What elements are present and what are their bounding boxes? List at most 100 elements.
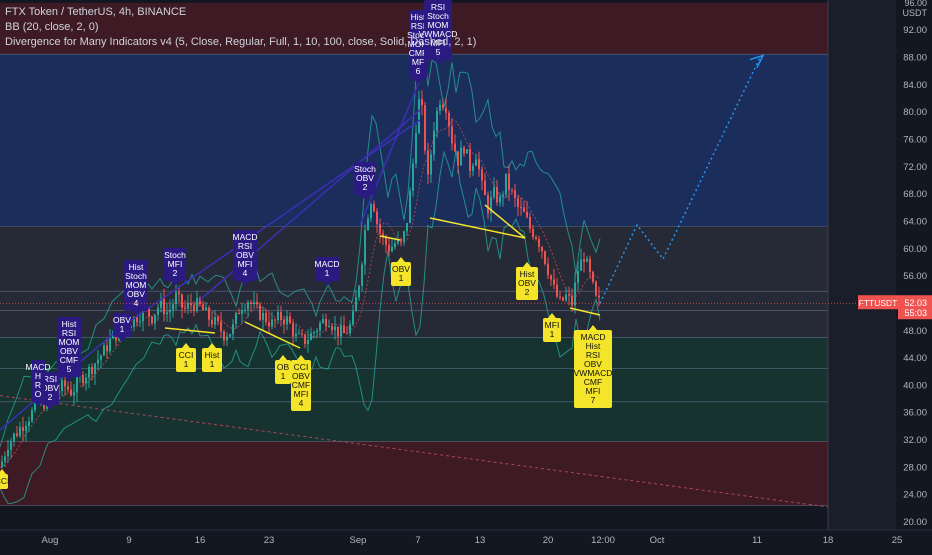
candle-body [469, 149, 471, 171]
label-text: MOM [126, 280, 147, 290]
label-pointer [65, 377, 73, 382]
label-text: RSI [431, 2, 445, 12]
label-pointer [297, 355, 305, 360]
label-text: MFI [586, 386, 601, 396]
price-axis-tick: 84.00 [903, 80, 927, 91]
candle-body [208, 307, 210, 320]
candle-body [526, 211, 528, 218]
candle-body [361, 264, 363, 286]
time-axis-label: Oct [650, 535, 665, 546]
label-text: 4 [243, 268, 248, 278]
bullish-divergence-line [379, 235, 401, 241]
price-axis-tick: 68.00 [903, 189, 927, 200]
label-box [57, 317, 81, 377]
label-text: 1 [281, 371, 286, 381]
candle-body [445, 108, 447, 113]
label-pointer [46, 405, 54, 410]
candle-body [169, 310, 171, 313]
candle-body [190, 303, 192, 306]
candle-body [181, 294, 183, 308]
last-price-value: 52.03 [904, 298, 927, 308]
candle-body [571, 295, 573, 306]
label-text: CMF [584, 377, 602, 387]
label-text: 2 [525, 287, 530, 297]
candle-body [67, 386, 69, 390]
label-box [0, 474, 8, 489]
candle-body [310, 333, 312, 340]
candle-body [283, 319, 285, 325]
label-text: CMF [409, 48, 427, 58]
label-text: Stoch [164, 250, 186, 260]
label-text: MACD [580, 332, 605, 342]
candle-body [394, 243, 396, 248]
candle-body [355, 297, 357, 312]
candle-body [544, 251, 546, 264]
price-axis-tick: 76.00 [903, 135, 927, 146]
candle-body [289, 316, 291, 324]
label-text: 4 [299, 398, 304, 408]
bb-indicator-label[interactable]: BB (20, close, 2, 0) [5, 21, 99, 33]
candle-body [271, 319, 273, 327]
bullish-divergence-label: CCI [0, 469, 9, 489]
label-text: H [35, 371, 41, 381]
candle-body [511, 190, 513, 192]
candle-body [493, 187, 495, 198]
symbol-title[interactable]: FTX Token / TetherUS, 4h, BINANCE [5, 6, 187, 18]
candle-body [535, 237, 537, 240]
label-text: Hist [205, 350, 220, 360]
label-pointer [279, 355, 287, 360]
candle-body [475, 159, 477, 166]
label-box [516, 267, 538, 300]
label-text: OBV [113, 315, 131, 325]
candle-body [247, 302, 249, 310]
candle-body [322, 318, 324, 323]
time-axis-label: Aug [42, 535, 59, 546]
candle-body [91, 366, 93, 375]
label-pointer [523, 262, 531, 267]
time-axis-label: 12:00 [591, 535, 615, 546]
time-axis-label: 9 [126, 535, 131, 546]
label-text: VWMACD [574, 368, 613, 378]
candle-body [490, 197, 492, 214]
candle-body [295, 333, 297, 337]
candle-body [157, 307, 159, 315]
candle-body [109, 338, 111, 352]
label-box [315, 257, 339, 281]
candle-body [205, 307, 207, 311]
label-box [176, 348, 196, 372]
candle-body [214, 316, 216, 325]
candle-body [262, 312, 264, 320]
future-area [828, 0, 896, 530]
divergence-indicator-label[interactable]: Divergence for Many Indicators v4 (5, Cl… [5, 36, 477, 48]
candle-body [559, 296, 561, 298]
candle-body [460, 147, 462, 166]
label-box [354, 162, 376, 195]
label-text: RSI [43, 374, 57, 384]
label-text: Hist [411, 12, 426, 22]
price-axis-tick: 48.00 [903, 326, 927, 337]
candle-body [421, 98, 423, 106]
candle-body [328, 326, 330, 328]
candle-body [22, 427, 24, 432]
candle-body [382, 233, 384, 238]
candle-body [592, 271, 594, 282]
candle-body [94, 363, 96, 375]
candle-body [16, 433, 18, 436]
candle-body [586, 258, 588, 262]
candle-body [154, 314, 156, 324]
candle-body [442, 104, 444, 109]
candle-body [172, 304, 174, 311]
candle-body [388, 244, 390, 252]
candle-body [343, 325, 345, 334]
